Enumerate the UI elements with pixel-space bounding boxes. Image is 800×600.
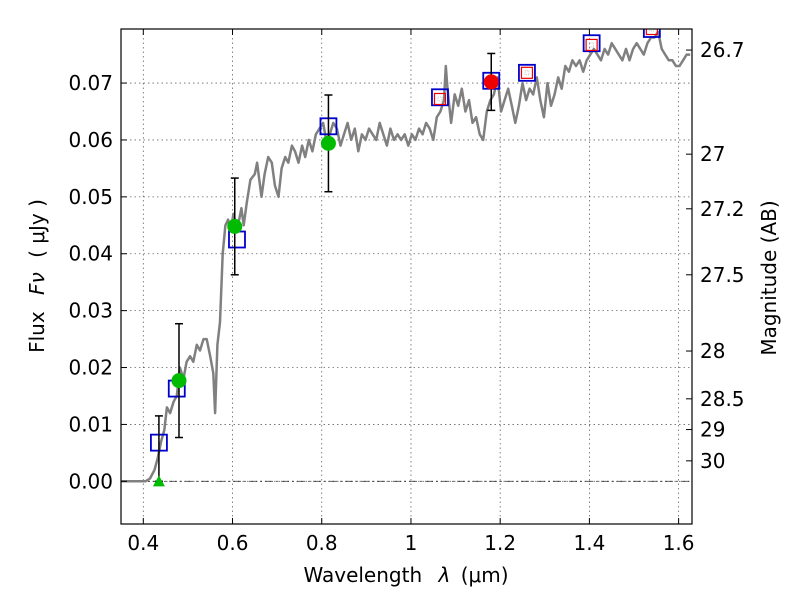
y-axis-label-text: Flux <box>25 311 49 353</box>
y-axis-label-unit: ( μJy ) <box>25 199 49 258</box>
x-tick-label: 0.4 <box>127 531 159 555</box>
y-tick-label: 0.04 <box>68 242 113 266</box>
upper-limit-triangle <box>152 475 165 487</box>
y2-tick-label: 27.2 <box>700 197 745 221</box>
plot-frame <box>120 28 693 525</box>
observed-nondetection-square <box>585 38 598 52</box>
x-axis-label: Wavelength λ (μm) <box>303 563 508 587</box>
x-tick-label: 1.6 <box>663 531 695 555</box>
x-tick-label: 1.4 <box>573 531 605 555</box>
observed-nondetection-square <box>433 92 447 106</box>
svg-text:Wavelength λ (μm): Wavelength λ (μm) <box>303 563 508 587</box>
observed-nondetection-square <box>645 29 658 36</box>
observed-point <box>320 135 336 151</box>
y2-tick-label: 29 <box>700 418 725 442</box>
y-tick-label: 0.00 <box>68 469 113 493</box>
x-axis-label-unit: (μm) <box>461 563 509 587</box>
y2-tick-label: 26.7 <box>700 38 745 62</box>
model-photometry-square <box>642 29 661 38</box>
x-axis-label-symbol: λ <box>438 563 451 587</box>
grid <box>121 29 692 524</box>
y2-axis-label: Magnitude (AB) <box>757 200 781 355</box>
y-tick-label: 0.03 <box>68 299 113 323</box>
model-photometry-square <box>582 34 601 53</box>
y2-tick-label: 27.5 <box>700 263 745 287</box>
y-axis-label: Flux Fν ( μJy ) <box>25 199 49 353</box>
observed-point <box>171 373 187 389</box>
y-tick-label: 0.07 <box>68 71 113 95</box>
observed-nondetection-square <box>520 66 534 79</box>
axis-ticks: 0.4 0.6 0.8 1 1.2 1.4 1.6 0.00 0.01 0.02 0.03 0.04 0… <box>68 29 745 555</box>
y-tick-label: 0.02 <box>68 356 113 380</box>
observed-point <box>227 218 243 234</box>
model-photometry-square <box>431 88 449 107</box>
y-tick-label: 0.01 <box>68 412 113 436</box>
svg-text:Flux Fν ( μJy ): Flux Fν ( μJy ) <box>25 199 49 353</box>
y2-tick-label: 30 <box>700 449 725 473</box>
x-tick-label: 1.2 <box>484 531 516 555</box>
observed-nondetection-inner <box>437 96 443 102</box>
y2-tick-label: 28.5 <box>700 387 745 411</box>
y2-tick-label: 27 <box>700 142 725 166</box>
model-photometry-square <box>228 230 246 249</box>
x-tick-label: 0.6 <box>217 531 249 555</box>
observed-nondetection-inner <box>649 29 655 32</box>
x-tick-label: 0.8 <box>306 531 338 555</box>
observed-nondetection-inner <box>524 70 530 76</box>
sed-model-line <box>121 30 691 483</box>
y2-tick-label: 28 <box>700 339 725 363</box>
y-tick-label: 0.05 <box>68 185 113 209</box>
series-layer <box>121 29 691 487</box>
observed-detection-point <box>483 74 499 90</box>
x-axis-label-text: Wavelength <box>303 563 422 587</box>
y-axis-label-symbol: Fν <box>25 272 49 295</box>
y-tick-label: 0.06 <box>68 128 113 152</box>
model-photometry-square <box>518 63 536 82</box>
x-tick-label: 1 <box>405 531 418 555</box>
upper-limit-errorbar <box>154 415 163 483</box>
observed-nondetection-inner <box>589 42 595 48</box>
